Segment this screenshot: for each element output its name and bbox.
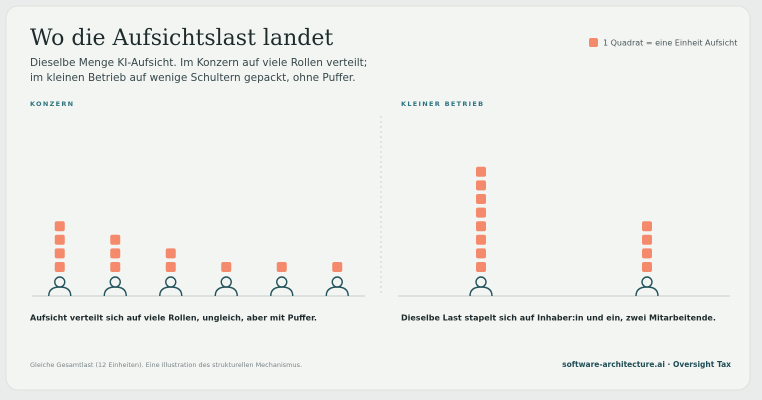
unit-square [476,180,486,191]
footer-source: software-architecture.ai · Oversight Tax [562,360,731,369]
unit-square [165,248,176,259]
unit-square [221,262,232,272]
unit-square [54,221,65,232]
unit-stack [165,248,176,272]
unit-square [476,207,486,218]
unit-square [332,262,343,272]
unit-square [476,194,486,204]
panel-title: KONZERN [30,100,74,108]
legend-swatch [589,38,598,47]
unit-square [110,262,121,272]
unit-square [165,262,176,272]
person-head [54,276,66,288]
unit-square [642,234,652,245]
person-head [641,276,653,288]
panel-title: KLEINER BETRIEB [401,100,484,108]
unit-square [642,248,652,259]
unit-stack [110,234,121,272]
unit-square [110,248,121,259]
person-head [276,276,288,288]
subtitle: im kleinen Betrieb auf wenige Schultern … [30,72,356,84]
unit-stack [276,262,287,272]
panel-caption: Aufsicht verteilt sich auf viele Rollen,… [30,314,317,323]
unit-square [54,234,65,245]
unit-stack [332,262,343,272]
unit-stack [476,166,486,272]
person-head [331,276,343,288]
unit-square [476,262,486,272]
chart-title: Wo die Aufsichtslast landet [30,26,333,51]
unit-stack [54,221,65,272]
unit-square [476,221,486,232]
person-head [165,276,177,288]
unit-stack [642,221,652,272]
unit-square [642,221,652,232]
unit-stack [221,262,232,272]
unit-square [276,262,287,272]
person-head [109,276,121,288]
legend-label: 1 Quadrat = eine Einheit Aufsicht [603,39,737,48]
person-head [475,276,487,288]
unit-square [54,262,65,272]
unit-square [476,166,486,177]
unit-square [642,262,652,272]
unit-square [476,234,486,245]
card [5,5,751,391]
footer-note: Gleiche Gesamtlast (12 Einheiten). Eine … [30,361,302,369]
subtitle: Dieselbe Menge KI-Aufsicht. Im Konzern a… [30,57,367,69]
panel-caption: Dieselbe Last stapelt sich auf Inhaber:i… [401,314,716,323]
unit-square [54,248,65,259]
unit-square [110,234,121,245]
person-head [220,276,232,288]
unit-square [476,248,486,259]
